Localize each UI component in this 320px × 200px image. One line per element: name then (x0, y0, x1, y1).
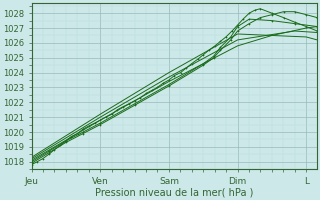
X-axis label: Pression niveau de la mer( hPa ): Pression niveau de la mer( hPa ) (95, 187, 253, 197)
